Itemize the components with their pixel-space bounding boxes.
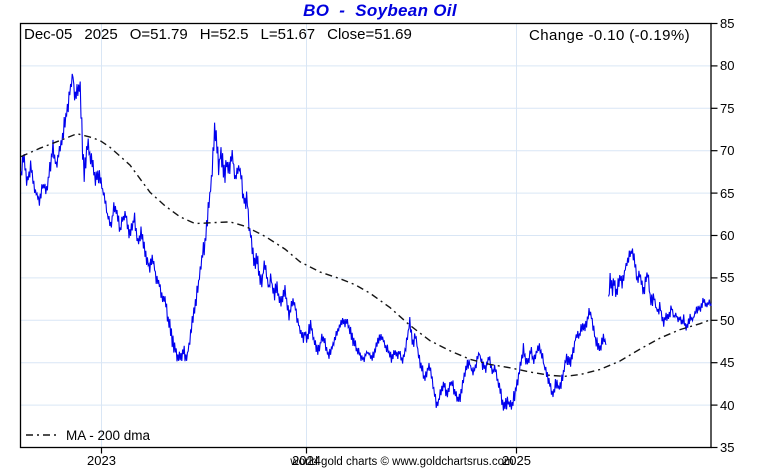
y-tick-label: 70	[720, 143, 735, 159]
ma-line	[20, 132, 712, 378]
ma-legend-label: MA - 200 dma	[66, 427, 151, 443]
x-tick-label: 2024	[292, 453, 321, 468]
ma-legend: MA - 200 dma	[25, 427, 150, 443]
ohlc-info-bar: Dec-05 2025 O=51.79 H=52.5 L=51.67 Close=51.6…	[24, 26, 424, 43]
y-tick-label: 40	[720, 397, 735, 413]
chart-title: BO - Soybean Oil	[303, 1, 457, 20]
quote-year: 2025	[84, 26, 118, 43]
quote-date: Dec-05	[24, 26, 73, 43]
y-tick-label: 45	[720, 355, 735, 371]
x-tick-label: 2025	[502, 453, 531, 468]
y-tick-label: 85	[720, 16, 735, 31]
y-tick-label: 65	[720, 185, 735, 201]
y-tick-label: 75	[720, 100, 735, 116]
footer-credit: world gold charts © www.goldchartsrus.co…	[290, 456, 514, 468]
ma-legend-line-icon	[26, 434, 58, 436]
quote-high: H=52.5	[199, 26, 249, 43]
y-tick-label: 55	[720, 270, 735, 286]
quote-close: Close=51.69	[327, 26, 412, 43]
x-tick-label: 2023	[87, 453, 116, 468]
price-line	[20, 73, 712, 411]
change-label: Change -0.10 (-0.19%)	[529, 27, 690, 44]
y-tick-label: 35	[720, 440, 735, 455]
y-tick-label: 80	[720, 58, 735, 74]
y-tick-label: 50	[720, 312, 735, 328]
quote-open: O=51.79	[129, 26, 188, 43]
y-tick-label: 60	[720, 228, 735, 243]
quote-low: L=51.67	[260, 26, 316, 43]
